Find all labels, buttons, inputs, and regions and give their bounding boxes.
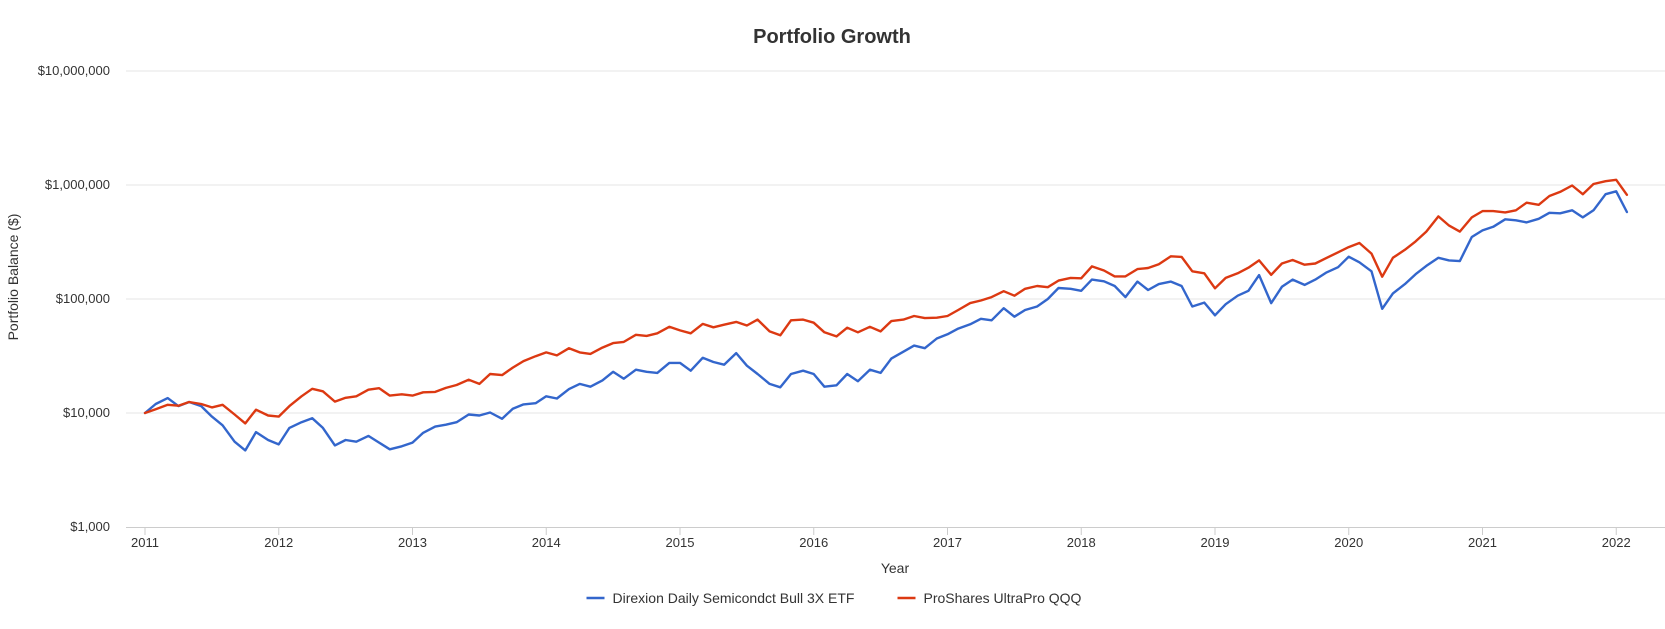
x-axis-title: Year [881,560,910,576]
series-line-2 [143,178,1629,425]
legend: Direxion Daily Semicondct Bull 3X ETF Pro… [586,590,1082,606]
x-tick-label: 2021 [1468,535,1497,550]
series-line-1 [143,190,1629,452]
y-tick-label: $100,000 [56,291,110,306]
x-tick-label: 2020 [1334,535,1363,550]
x-tick-label: 2017 [933,535,962,550]
y-tick-label: $10,000 [63,405,110,420]
x-tick-label: 2018 [1067,535,1096,550]
chart-title: Portfolio Growth [753,26,911,48]
grid-layer [126,70,1665,414]
y-tick-label: $1,000,000 [45,177,110,192]
x-tick-label: 2015 [666,535,695,550]
x-tick-label: 2016 [799,535,828,550]
x-tick-label: 2012 [264,535,293,550]
legend-label: Direxion Daily Semicondct Bull 3X ETF [613,590,855,606]
y-tick-label: $1,000 [70,519,110,534]
legend-item-2[interactable]: ProShares UltraPro QQQ [897,590,1082,606]
axis-layer: $1,000 $10,000 $100,000 $1,000,000 $10,000,0… [38,63,1665,550]
x-tick-label: 2013 [398,535,427,550]
x-tick-label: 2014 [532,535,561,550]
x-tick-label: 2019 [1201,535,1230,550]
legend-item-1[interactable]: Direxion Daily Semicondct Bull 3X ETF [586,590,855,606]
legend-label: ProShares UltraPro QQQ [924,590,1082,606]
x-tick-label: 2022 [1602,535,1631,550]
x-tick-label: 2011 [131,535,159,550]
series-layer [143,178,1629,452]
y-axis-title: Portfolio Balance ($) [5,214,21,341]
y-tick-label: $10,000,000 [38,63,110,78]
